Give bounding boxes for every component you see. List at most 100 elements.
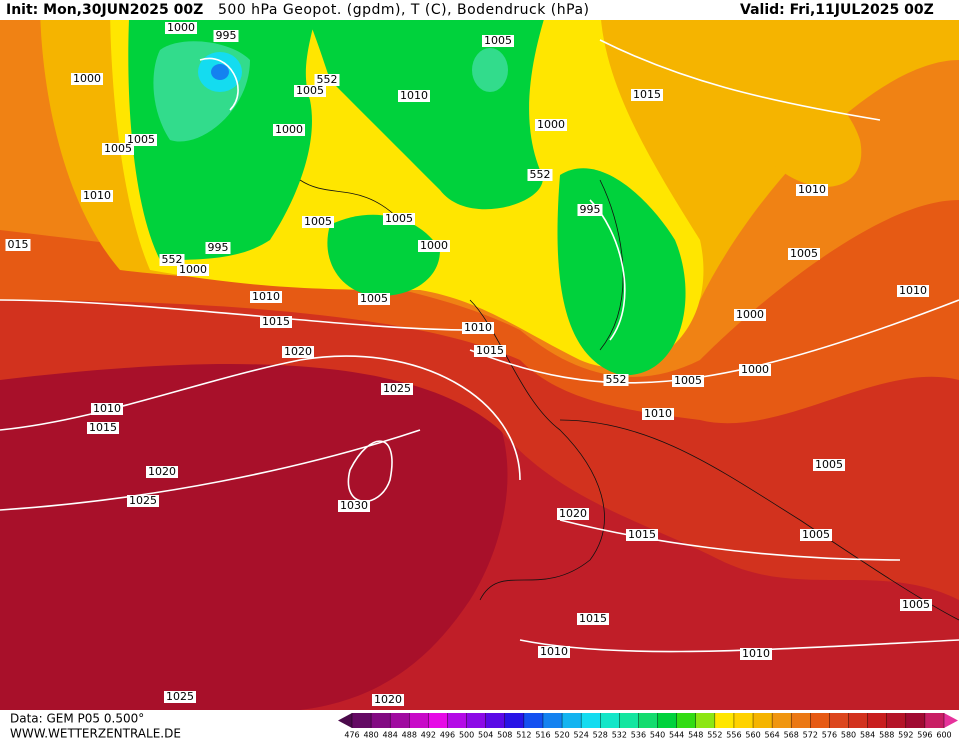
isobar-label: 1005 <box>802 528 830 541</box>
colorbar-cell <box>581 713 601 728</box>
map-title: 500 hPa Geopot. (gpdm), T (C), Bodendruc… <box>218 2 589 18</box>
isobar-label-bg <box>740 648 772 660</box>
site-name: WWW.WETTERZENTRALE.DE <box>10 727 181 741</box>
isobar-label: 1000 <box>275 123 303 136</box>
colorbar-cell <box>409 713 429 728</box>
isobar-label-bg <box>535 119 567 131</box>
colorbar-label: 508 <box>497 731 512 740</box>
isobar-label-bg <box>87 422 119 434</box>
colorbar-label: 576 <box>822 731 837 740</box>
colorbar-cell <box>390 713 410 728</box>
isobar-label-bg <box>734 309 766 321</box>
isobar-label: 995 <box>208 241 229 254</box>
isobar-label: 995 <box>580 203 601 216</box>
isobar-label-bg <box>71 73 103 85</box>
isobar-label: 1025 <box>166 690 194 703</box>
isobar-label-bg <box>314 74 340 86</box>
isobar-label: 1005 <box>127 133 155 146</box>
isobar-label: 552 <box>530 168 551 181</box>
colorbar-cell <box>753 713 773 728</box>
isobar-label: 1030 <box>340 499 368 512</box>
colorbar-label: 560 <box>745 731 760 740</box>
colorbar-label: 484 <box>383 731 398 740</box>
colorbar-label: 540 <box>650 731 665 740</box>
isobar-label: 015 <box>8 238 29 251</box>
isobar-label-bg <box>577 204 603 216</box>
colorbar-label: 596 <box>917 731 932 740</box>
colorbar-cell <box>523 713 544 728</box>
colorbar-cell <box>504 713 525 728</box>
isobar-label-bg <box>796 184 828 196</box>
colorbar-cell <box>657 713 678 728</box>
isobar-label-bg <box>383 213 415 225</box>
isobar-label: 1005 <box>484 34 512 47</box>
colorbar-cell <box>638 713 659 728</box>
colorbar-cell <box>676 713 697 728</box>
isobar-label-bg <box>205 242 231 254</box>
valid-time: Valid: Fri,11JUL2025 00Z <box>740 2 934 18</box>
isobar-label: 1005 <box>674 374 702 387</box>
isobar-label-bg <box>159 254 185 266</box>
colorbar-label: 496 <box>440 731 455 740</box>
isobar-label: 1020 <box>284 345 312 358</box>
isobar-label-bg <box>358 293 390 305</box>
isobar-label-bg <box>102 143 134 155</box>
isobar-label: 1005 <box>360 292 388 305</box>
isobar-label-bg <box>577 613 609 625</box>
colorbar: 476 480 484 488 492 496 500 504 508 512 516 520 524 5… <box>338 713 958 740</box>
isobar-label: 995 <box>216 29 237 42</box>
colorbar-label: 544 <box>669 731 684 740</box>
isobar-label: 1005 <box>104 142 132 155</box>
isobar-label: 1000 <box>736 308 764 321</box>
colorbar-cell <box>772 713 792 728</box>
isobar-label: 1000 <box>73 72 101 85</box>
isobar-label-bg <box>146 466 178 478</box>
isobar-label: 1010 <box>899 284 927 297</box>
colorbar-cell <box>600 713 620 728</box>
isobar-label: 1005 <box>296 84 324 97</box>
isobar-label-bg <box>260 316 292 328</box>
isobar-label: 1010 <box>83 189 111 202</box>
isobar-label: 1010 <box>644 407 672 420</box>
isobar-label: 1025 <box>383 382 411 395</box>
colorbar-cell <box>733 713 754 728</box>
isobar-label: 1010 <box>540 645 568 658</box>
isobar-label-bg <box>672 375 704 387</box>
colorbar-cell <box>829 713 850 728</box>
colorbar-cell <box>886 713 907 728</box>
isobar-label-bg <box>165 22 197 34</box>
isobar-label: 1025 <box>129 494 157 507</box>
isobar-label-bg <box>127 495 159 507</box>
init-time: Init: Mon,30JUN2025 00Z <box>6 2 203 18</box>
colorbar-label: 572 <box>803 731 818 740</box>
isobar-label-bg <box>642 408 674 420</box>
isobar-label: 1000 <box>741 363 769 376</box>
colorbar-label: 536 <box>631 731 646 740</box>
isobar-label-bg <box>282 346 314 358</box>
colorbar-label: 516 <box>535 731 550 740</box>
colorbar-cell <box>867 713 888 728</box>
isobar-label-bg <box>788 248 820 260</box>
colorbar-cell <box>791 713 811 728</box>
colorbar-label: 500 <box>459 731 474 740</box>
isobar-label: 1010 <box>464 321 492 334</box>
isobar-label-bg <box>372 694 404 706</box>
isobar-label-bg <box>213 30 239 42</box>
isobar-label-bg <box>81 190 113 202</box>
colorbar-cell <box>371 713 391 728</box>
isobar-label-bg <box>462 322 494 334</box>
colorbar-label: 528 <box>593 731 608 740</box>
isobar-label-bg <box>418 240 450 252</box>
colorbar-cell <box>695 713 716 728</box>
isobar-label-bg <box>294 85 326 97</box>
isobar-label: 1005 <box>304 215 332 228</box>
colorbar-cell <box>562 713 582 728</box>
colorbar-cell <box>352 713 372 728</box>
isobar-label-bg <box>739 364 771 376</box>
colorbar-cell <box>810 713 830 728</box>
isobar-label: 1020 <box>559 507 587 520</box>
colorbar-label: 548 <box>688 731 703 740</box>
isobar-label: 552 <box>162 253 183 266</box>
